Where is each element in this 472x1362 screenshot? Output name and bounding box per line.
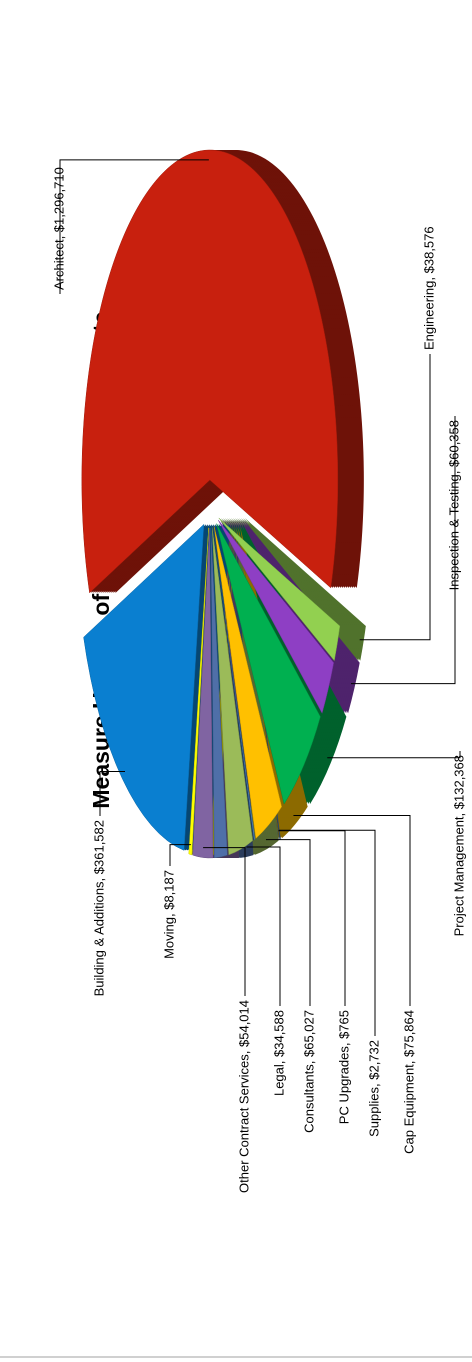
leader-line xyxy=(203,847,246,996)
slice xyxy=(212,527,255,841)
leader-line xyxy=(59,159,209,294)
slice xyxy=(211,527,253,856)
data-label: Moving, $8,187 xyxy=(161,870,176,959)
data-label: Legal, $34,588 xyxy=(271,1010,286,1096)
data-label: Architect, $1,296,710 xyxy=(51,167,66,290)
leader-line xyxy=(278,830,346,1006)
slice xyxy=(218,517,341,662)
slice xyxy=(188,527,209,856)
leader-line xyxy=(359,354,431,641)
data-label: PC Upgrades, $765 xyxy=(336,1010,351,1124)
leader-line xyxy=(293,815,411,1006)
leader-line xyxy=(99,771,125,816)
slice xyxy=(213,526,282,839)
leader-line xyxy=(351,416,456,685)
data-label: Cap Equipment, $75,864 xyxy=(401,1010,416,1154)
leader-line xyxy=(265,839,311,1006)
slice xyxy=(83,523,205,851)
data-label: Supplies, $2,732 xyxy=(366,1040,381,1137)
rotated-chart: Measure U Share of Project Expenses to D… xyxy=(51,149,466,1193)
leader-line xyxy=(169,844,191,866)
leader-line xyxy=(279,829,376,1036)
slice xyxy=(210,527,228,859)
leader-line xyxy=(246,846,281,1006)
slice xyxy=(218,520,334,714)
data-label: Engineering, $38,576 xyxy=(421,226,436,350)
slice xyxy=(81,149,339,594)
slice xyxy=(216,523,321,805)
leader-line xyxy=(327,751,461,759)
slice xyxy=(192,527,214,859)
data-label: Project Management, $132,368 xyxy=(451,755,466,936)
data-label: Other Contract Services, $54,014 xyxy=(236,1000,251,1193)
data-label: Building & Additions, $361,582 xyxy=(91,820,106,996)
data-label: Inspection & Testing, $60,358 xyxy=(446,420,461,590)
data-label: Consultants, $65,027 xyxy=(301,1010,316,1133)
